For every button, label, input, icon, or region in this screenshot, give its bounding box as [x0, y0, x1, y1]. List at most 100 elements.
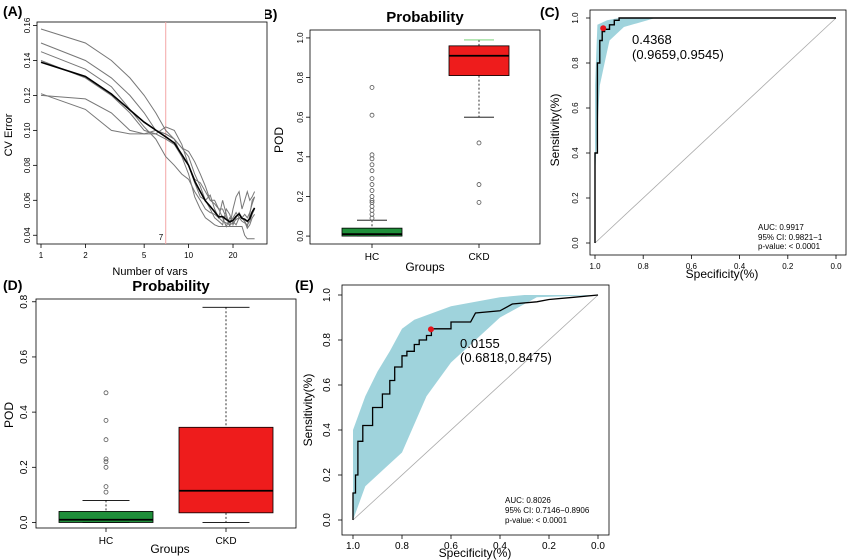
d-hc-outlier	[103, 484, 109, 490]
c-y-tick-label: 0.4	[571, 147, 580, 159]
panel-b-y-label: POD	[272, 127, 286, 153]
b-hc-outlier	[369, 176, 375, 182]
b-y-tick-label: 0.6	[296, 111, 305, 123]
e-x-tick-label: 0.6	[444, 541, 458, 552]
panel-a-y-label: CV Error	[3, 113, 15, 156]
panel-e-roc-curve	[352, 294, 599, 520]
panel-c-x-label: Specificity(%)	[686, 267, 759, 281]
e-x-tick-label: 0.4	[493, 541, 507, 552]
b-ckd-outlier	[476, 199, 482, 205]
d-hc-outlier	[103, 464, 109, 470]
panel-a-series-group	[40, 28, 256, 240]
panel-b-boxes	[341, 39, 510, 237]
c-y-tick-label: 0.6	[571, 102, 580, 114]
panel-a-y-tick-label: 0.04	[23, 227, 32, 243]
b-ckd-outlier	[476, 140, 482, 146]
d-y-tick-label: 0.0	[19, 515, 30, 529]
panel-d-x-ticks: HC CKD	[99, 528, 237, 547]
panel-c-cutoff-point	[600, 25, 607, 32]
panel-a-cutoff-label: 7	[159, 233, 164, 242]
b-hc-outlier	[369, 203, 375, 209]
e-x-tick-label: 0.0	[591, 541, 605, 552]
panel-d-boxes	[58, 306, 274, 523]
panel-e-label: (E)	[295, 277, 314, 293]
b-hc-outlier	[369, 162, 375, 168]
panel-b-x-label: Groups	[405, 260, 444, 274]
e-y-tick-label: 0.4	[322, 423, 333, 437]
e-y-tick-label: 0.0	[322, 513, 333, 527]
e-x-tick-label: 0.2	[542, 541, 556, 552]
panel-d-y-label: POD	[2, 402, 16, 428]
panel-c-roc-curve	[594, 17, 836, 243]
panel-a-y-tick-label: 0.10	[23, 122, 32, 138]
panel-a-y-ticks: 0.04 0.06 0.08 0.10 0.12 0.14 0.16	[23, 17, 37, 243]
panel-a-x-tick-label: 1	[39, 251, 44, 260]
panel-c-frame	[589, 9, 847, 256]
c-y-tick-label: 0.8	[571, 57, 580, 69]
panel-b-frame	[309, 29, 541, 245]
e-y-tick-label: 0.6	[322, 378, 333, 392]
panel-e-ci: 95% CI: 0.7146−0.8906	[505, 506, 590, 515]
panel-a-y-tick-label: 0.06	[23, 192, 32, 208]
e-x-tick-label: 1.0	[346, 541, 360, 552]
panel-a-x-tick-label: 20	[229, 251, 238, 260]
d-x-tick-label-hc: HC	[99, 536, 113, 547]
d-y-tick-label: 0.4	[19, 405, 30, 419]
b-y-tick-label: 0.2	[296, 190, 305, 202]
panel-b-label: (B)	[265, 6, 277, 22]
panel-e-auc: AUC: 0.8026	[505, 496, 551, 505]
panel-c-ci-band	[595, 18, 656, 176]
b-hc-outlier	[369, 215, 375, 221]
d-hc-outlier	[103, 456, 109, 462]
panel-a-series-line-4	[40, 94, 256, 230]
b-x-tick-label-ckd: CKD	[468, 252, 489, 263]
b-y-tick-label: 0.8	[296, 71, 305, 83]
c-x-tick-label: 0.8	[638, 262, 650, 271]
panel-c-ci: 95% CI: 0.9821−1	[758, 233, 823, 242]
panel-e-x-ticks: 1.0 0.8 0.6 0.4 0.2 0.0	[346, 535, 605, 552]
d-hc-outlier	[103, 417, 109, 423]
b-hc-outlier	[369, 112, 375, 118]
panel-d-y-ticks: 0.0 0.2 0.4 0.6 0.8	[19, 294, 36, 529]
c-x-tick-label: 0.0	[830, 262, 842, 271]
e-y-tick-label: 0.8	[322, 333, 333, 347]
b-ckd-box	[448, 45, 510, 76]
panel-a-mean-line	[40, 61, 256, 223]
panel-a-series-line-6	[40, 51, 256, 226]
b-hc-outlier	[369, 188, 375, 193]
c-x-tick-label: 0.2	[782, 262, 794, 271]
panel-c-pvalue: p-value: < 0.0001	[758, 242, 821, 251]
panel-e-cutoff-point	[427, 326, 434, 333]
b-hc-outlier	[369, 168, 375, 174]
b-hc-outlier	[369, 194, 375, 199]
panel-c-label: (C)	[540, 4, 559, 20]
b-x-tick-label-hc: HC	[365, 252, 379, 263]
b-y-tick-label: 0.0	[296, 230, 305, 242]
panel-b-chart: (B) Probability HC CKD 0.0 0.2 0.4 0.6 0.8 1.0…	[265, 6, 541, 274]
panel-d-x-label: Groups	[150, 542, 189, 556]
e-y-tick-label: 1.0	[322, 288, 333, 302]
panel-a-x-tick-label: 2	[83, 251, 88, 260]
panel-c-diagonal	[594, 17, 837, 244]
b-ckd-outlier	[476, 182, 482, 187]
c-y-tick-label: 0.2	[571, 192, 580, 204]
panel-c-auc: AUC: 0.9917	[758, 223, 804, 232]
c-x-tick-label: 0.6	[686, 262, 698, 271]
panel-a-frame	[36, 21, 268, 245]
d-y-tick-label: 0.8	[19, 294, 30, 308]
d-y-tick-label: 0.2	[19, 460, 30, 474]
b-hc-outlier	[369, 156, 375, 162]
panel-c-coords: (0.9659,0.9545)	[632, 47, 724, 62]
panel-e-frame	[341, 284, 610, 536]
panel-c-y-label: Sensitivity(%)	[548, 94, 562, 167]
panel-b-x-ticks: HC CKD	[365, 244, 490, 263]
panel-d-title: Probability	[132, 278, 210, 295]
b-hc-outlier	[369, 182, 375, 187]
panel-c-threshold: 0.4368	[632, 32, 672, 47]
b-hc-outlier	[369, 85, 375, 90]
panel-a-y-tick-label: 0.12	[23, 87, 32, 103]
d-x-tick-label-ckd: CKD	[215, 536, 236, 547]
panel-e-diagonal	[352, 294, 599, 521]
panel-e-y-label: Sensitivity(%)	[301, 374, 315, 447]
panel-e-coords: (0.6818,0.8475)	[460, 350, 552, 365]
